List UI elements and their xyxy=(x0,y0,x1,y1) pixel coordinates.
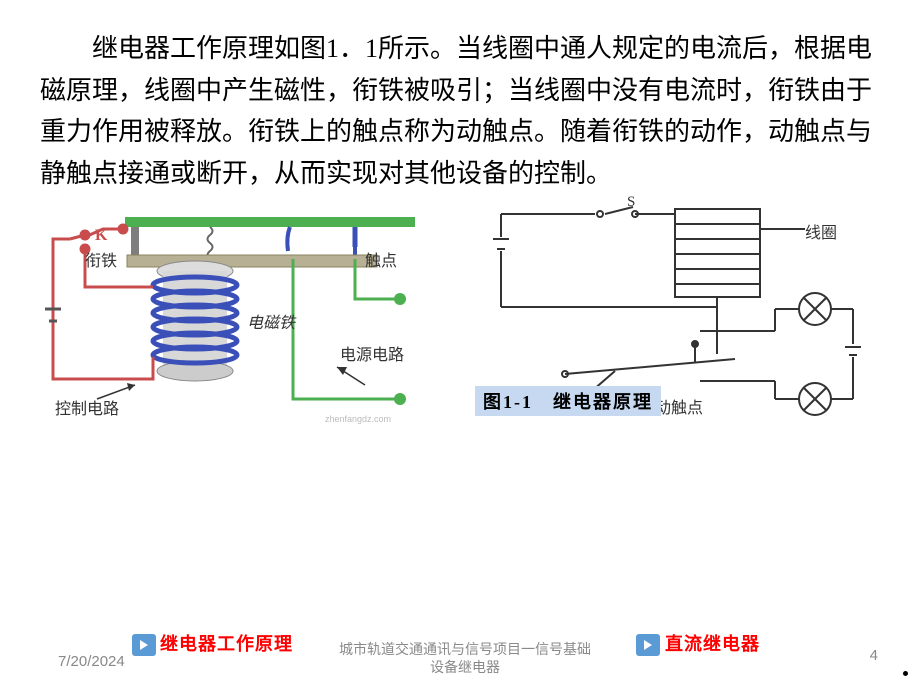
label-switch-k: K xyxy=(95,227,107,245)
figure-caption: 图1-1 继电器原理 xyxy=(475,386,661,416)
video-icon[interactable] xyxy=(636,634,660,656)
label-s: S xyxy=(627,194,635,211)
label-coil: 线圈 xyxy=(805,219,837,243)
footer-date: 7/20/2024 xyxy=(58,653,125,670)
footer-link-dc-relay[interactable]: 直流继电器 xyxy=(665,630,760,656)
footer-link-principle[interactable]: 继电器工作原理 xyxy=(160,630,293,656)
label-contact: 触点 xyxy=(365,247,397,271)
diagrams-row: 衔铁 K 触点 电磁铁 控制电路 电源电路 zhenfangdz.com xyxy=(0,194,920,444)
diagram-relay-schematic: S 线圈 衔铁 动触点 图1-1 继电器原理 xyxy=(475,199,885,444)
label-moving-contact: 动触点 xyxy=(655,394,703,418)
slide-footer: 7/20/2024 继电器工作原理 城市轨道交通通讯与信号项目一信号基础设备继电… xyxy=(0,632,920,682)
watermark-text: zhenfangdz.com xyxy=(325,414,391,424)
footer-center-text: 城市轨道交通通讯与信号项目一信号基础设备继电器 xyxy=(335,642,595,678)
label-armature: 衔铁 xyxy=(85,247,117,271)
label-control-circuit: 控制电路 xyxy=(55,395,119,419)
label-power-circuit: 电源电路 xyxy=(340,341,404,365)
label-electromagnet: 电磁铁 xyxy=(247,309,295,333)
corner-dot xyxy=(903,671,908,676)
body-paragraph: 继电器工作原理如图1．1所示。当线圈中通人规定的电流后，根据电磁原理，线圈中产生… xyxy=(0,0,920,194)
diagram-relay-structure: 衔铁 K 触点 电磁铁 控制电路 电源电路 zhenfangdz.com xyxy=(35,199,455,444)
page-number: 4 xyxy=(870,647,878,664)
video-icon[interactable] xyxy=(132,634,156,656)
